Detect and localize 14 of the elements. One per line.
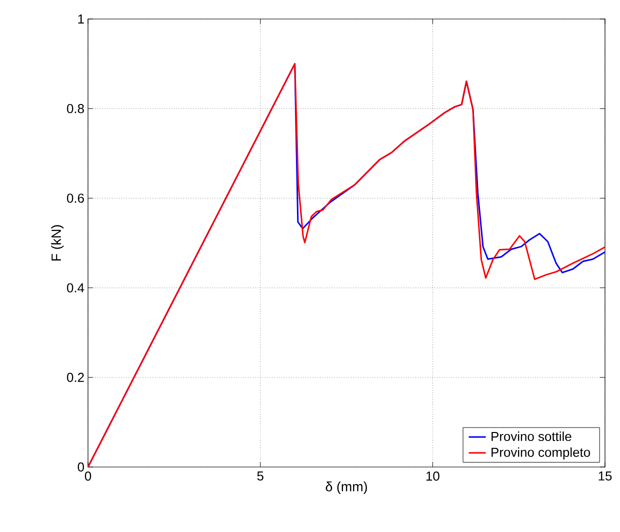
y-tick-label: 1 <box>78 14 84 24</box>
y-axis-title: F (kN) <box>51 225 64 261</box>
y-tick-label: 0.4 <box>66 283 84 292</box>
y-tick-label: 0.2 <box>66 372 84 382</box>
y-tick-label: 0.8 <box>66 104 84 114</box>
x-tick-label: 15 <box>598 472 612 481</box>
x-axis-title: δ (mm) <box>326 482 367 494</box>
y-tick-label: 0 <box>78 462 84 472</box>
legend-label: Provino completo <box>492 447 590 460</box>
x-tick-label: 5 <box>257 472 264 481</box>
x-tick-label: 0 <box>84 472 92 481</box>
legend-label: Provino sottile <box>492 432 572 442</box>
y-tick-label: 0.6 <box>66 194 84 203</box>
x-tick-label: 10 <box>426 472 440 481</box>
